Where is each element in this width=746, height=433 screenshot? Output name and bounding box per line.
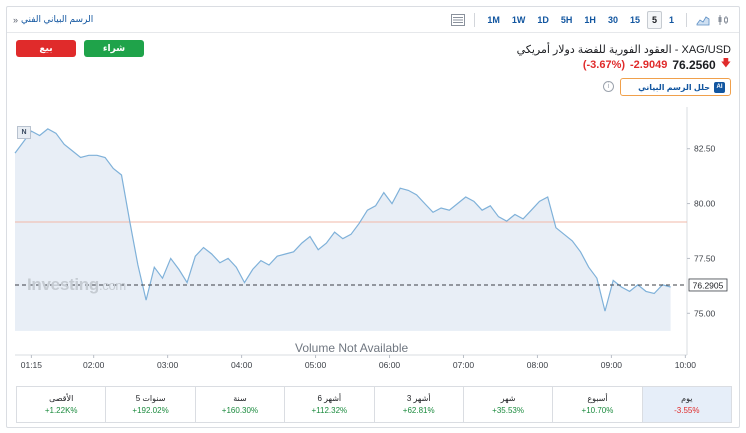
x-tick-label: 05:00 <box>305 360 327 370</box>
performance-value: -3.55% <box>674 406 700 415</box>
technical-chart-link[interactable]: » الرسم البياني الفني <box>13 14 93 25</box>
x-tick-label: 06:00 <box>379 360 401 370</box>
instrument-name: XAG/USD - العقود الفورية للفضة دولار أمر… <box>516 44 731 56</box>
candlestick-icon <box>718 15 728 25</box>
interval-1m[interactable]: 1M <box>487 15 500 25</box>
news-marker[interactable]: N <box>17 126 31 139</box>
performance-cell[interactable]: 3 أشهر +62.81% <box>373 387 463 422</box>
interval-30[interactable]: 30 <box>607 15 618 25</box>
technical-chart-label: الرسم البياني الفني <box>21 14 94 24</box>
performance-cell[interactable]: 5 سنوات +192.02% <box>105 387 194 422</box>
x-tick-label: 09:00 <box>601 360 623 370</box>
y-tick-label: 80.00 <box>694 199 716 209</box>
investing-watermark: Investing.com <box>27 275 126 295</box>
y-tick-label: 75.00 <box>694 308 716 318</box>
chart-widget: » الرسم البياني الفني 1M 1W 1D 5H 1H 30 15 5 1 <box>6 6 740 428</box>
interval-1h[interactable]: 1H <box>584 15 596 25</box>
performance-cell[interactable]: يوم -3.55% <box>641 387 731 422</box>
x-tick-label: 02:00 <box>83 360 105 370</box>
performance-cell[interactable]: سنة +160.30% <box>194 387 284 422</box>
interval-1d[interactable]: 1D <box>537 15 549 25</box>
performance-cell[interactable]: 6 أشهر +112.32% <box>284 387 373 422</box>
table-view-button[interactable] <box>448 11 468 29</box>
performance-period: 5 سنوات <box>135 394 166 403</box>
ai-icon: AI <box>714 81 725 93</box>
interval-15[interactable]: 15 <box>629 15 640 25</box>
x-tick-label: 01:15 <box>21 360 43 370</box>
x-tick-label: 10:00 <box>675 360 697 370</box>
price-area-fill <box>15 128 671 331</box>
chart-canvas: 76.2905 82.50 80.00 77.50 75.00 01:15 02:00 03:… <box>14 107 728 370</box>
candlestick-chart-type-button[interactable] <box>713 11 733 29</box>
performance-period: سنة <box>233 394 247 403</box>
current-price-label-box <box>688 278 728 292</box>
performance-value: +62.81% <box>402 406 435 415</box>
x-tick-label: 04:00 <box>231 360 253 370</box>
change-value: -2.9049 <box>630 58 668 71</box>
y-tick-label: 77.50 <box>694 253 716 263</box>
volume-not-available: Volume Not Available <box>295 341 409 355</box>
performance-value: +1.22K% <box>44 406 78 415</box>
area-chart-icon <box>696 16 710 26</box>
performance-cell[interactable]: شهر +35.53% <box>462 387 552 422</box>
interval-5[interactable]: 5 <box>646 11 662 29</box>
price-row: (-3.67%) -2.9049 76.2560 🡇 <box>583 56 731 73</box>
performance-table: يوم -3.55% أسبوع +10.70% شهر +35.53% 3 أشهر +62… <box>16 386 732 423</box>
analyze-chart-label: حلل الرسم البياني <box>638 82 710 92</box>
performance-value: +10.70% <box>581 406 614 415</box>
area-chart-type-button[interactable] <box>693 11 713 29</box>
performance-period: 3 أشهر <box>406 394 431 403</box>
performance-value: +192.02% <box>132 406 169 415</box>
watermark-text: Investing <box>27 275 99 294</box>
x-tick-label: 03:00 <box>157 360 179 370</box>
interval-1[interactable]: 1 <box>668 15 674 25</box>
info-icon[interactable]: i <box>603 81 614 92</box>
watermark-suffix: .com <box>98 278 126 293</box>
analyze-chart-button[interactable]: حلل الرسم البياني AI <box>620 78 731 96</box>
performance-period: أسبوع <box>587 394 608 403</box>
performance-period: شهر <box>500 394 516 403</box>
x-tick-label: 08:00 <box>527 360 549 370</box>
performance-period: 6 أشهر <box>317 394 342 403</box>
performance-value: +160.30% <box>221 406 259 415</box>
price-chart[interactable]: 76.2905 82.50 80.00 77.50 75.00 01:15 02:00 03:… <box>7 103 739 378</box>
toolbar-controls: 1M 1W 1D 5H 1H 30 15 5 1 <box>448 10 733 30</box>
current-price-label: 76.2905 <box>693 280 724 290</box>
interval-1w[interactable]: 1W <box>511 15 526 25</box>
x-tick-label: 07:00 <box>453 360 475 370</box>
change-percent: (-3.67%) <box>582 58 626 71</box>
toolbar-divider <box>474 13 476 27</box>
down-arrow-icon: 🡇 <box>720 58 731 69</box>
last-price: 76.2560 <box>672 57 716 72</box>
performance-cell[interactable]: أسبوع +10.70% <box>552 387 641 422</box>
buy-button[interactable]: شراء <box>84 40 144 57</box>
performance-value: +35.53% <box>492 406 524 415</box>
performance-period: يوم <box>681 394 693 403</box>
sell-button[interactable]: بيع <box>16 40 76 57</box>
double-chevron-icon: » <box>13 14 19 25</box>
performance-period: الأقصى <box>49 394 74 403</box>
performance-value: +112.32% <box>311 406 348 415</box>
chart-toolbar: » الرسم البياني الفني 1M 1W 1D 5H 1H 30 15 5 1 <box>7 7 739 33</box>
toolbar-divider <box>686 13 687 27</box>
table-icon <box>451 14 466 26</box>
price-line <box>14 128 671 312</box>
interval-selector: 1M 1W 1D 5H 1H 30 15 5 1 <box>481 11 680 29</box>
y-tick-label: 82.50 <box>694 144 716 154</box>
performance-cell[interactable]: الأقصى +1.22K% <box>17 387 105 422</box>
interval-5h[interactable]: 5H <box>560 15 573 25</box>
